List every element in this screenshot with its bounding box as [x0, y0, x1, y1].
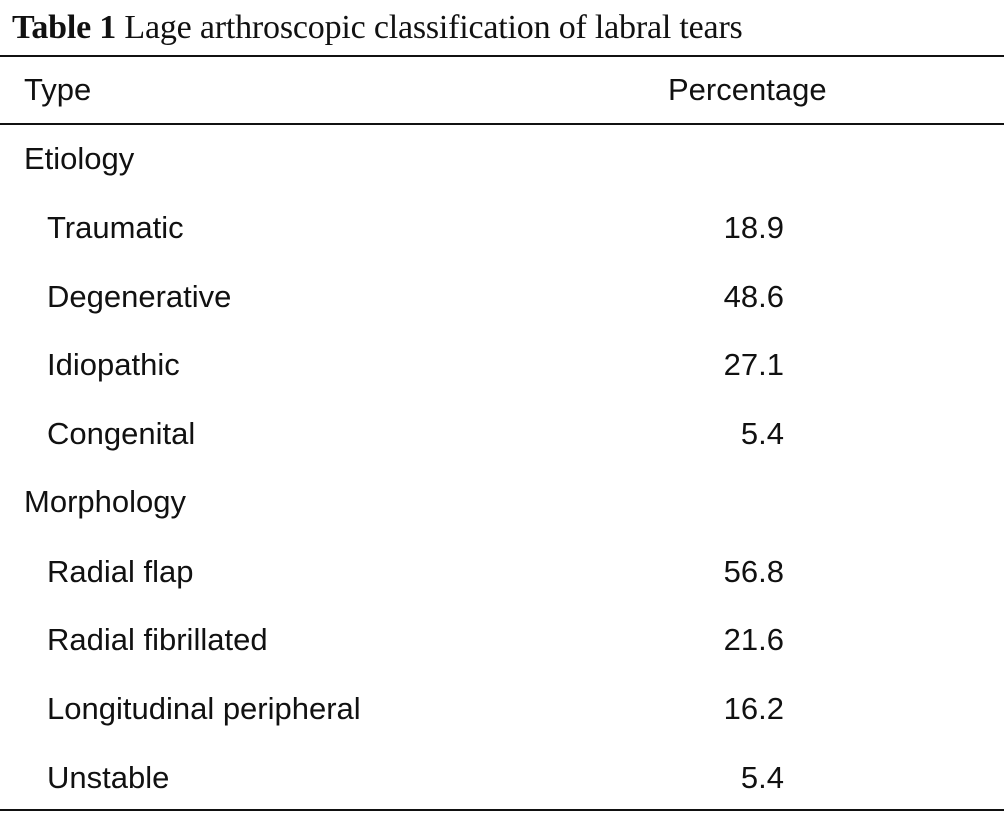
table-caption: Table 1 Lage arthroscopic classification… — [12, 8, 743, 48]
type-cell: Idiopathic — [47, 347, 180, 382]
table-row: Unstable 5.4 — [0, 758, 1004, 798]
percentage-cell: 27.1 — [723, 347, 784, 382]
table-row: Radial flap 56.8 — [0, 552, 1004, 592]
type-cell: Congenital — [47, 416, 196, 451]
column-header-percentage: Percentage — [668, 72, 827, 107]
type-cell: Traumatic — [47, 210, 184, 245]
type-cell: Longitudinal peripheral — [47, 691, 361, 726]
percentage-cell: 48.6 — [723, 279, 784, 314]
percentage-cell: 56.8 — [723, 554, 784, 589]
percentage-cell: 18.9 — [723, 210, 784, 245]
group-label: Etiology — [24, 141, 135, 176]
type-cell: Degenerative — [47, 279, 232, 314]
type-cell: Unstable — [47, 760, 170, 795]
table-row: Radial fibrillated 21.6 — [0, 620, 1004, 660]
percentage-cell: 21.6 — [723, 622, 784, 657]
column-header-type: Type — [24, 72, 92, 107]
table-row: Congenital 5.4 — [0, 414, 1004, 454]
header-rule — [0, 123, 1004, 125]
group-row-morphology: Morphology — [0, 482, 1004, 522]
table-row: Degenerative 48.6 — [0, 277, 1004, 317]
table-title: Lage arthroscopic classification of labr… — [124, 9, 743, 46]
top-rule — [0, 55, 1004, 57]
percentage-cell: 16.2 — [723, 691, 784, 726]
type-cell: Radial fibrillated — [47, 622, 268, 657]
table-row: Traumatic 18.9 — [0, 208, 1004, 248]
table-row: Longitudinal peripheral 16.2 — [0, 689, 1004, 729]
group-row-etiology: Etiology — [0, 139, 1004, 179]
group-label: Morphology — [24, 484, 186, 519]
percentage-cell: 5.4 — [740, 416, 784, 451]
table-label: Table 1 — [12, 9, 117, 46]
table-row: Idiopathic 27.1 — [0, 345, 1004, 385]
bottom-rule — [0, 809, 1004, 811]
percentage-cell: 5.4 — [740, 760, 784, 795]
type-cell: Radial flap — [47, 554, 194, 589]
